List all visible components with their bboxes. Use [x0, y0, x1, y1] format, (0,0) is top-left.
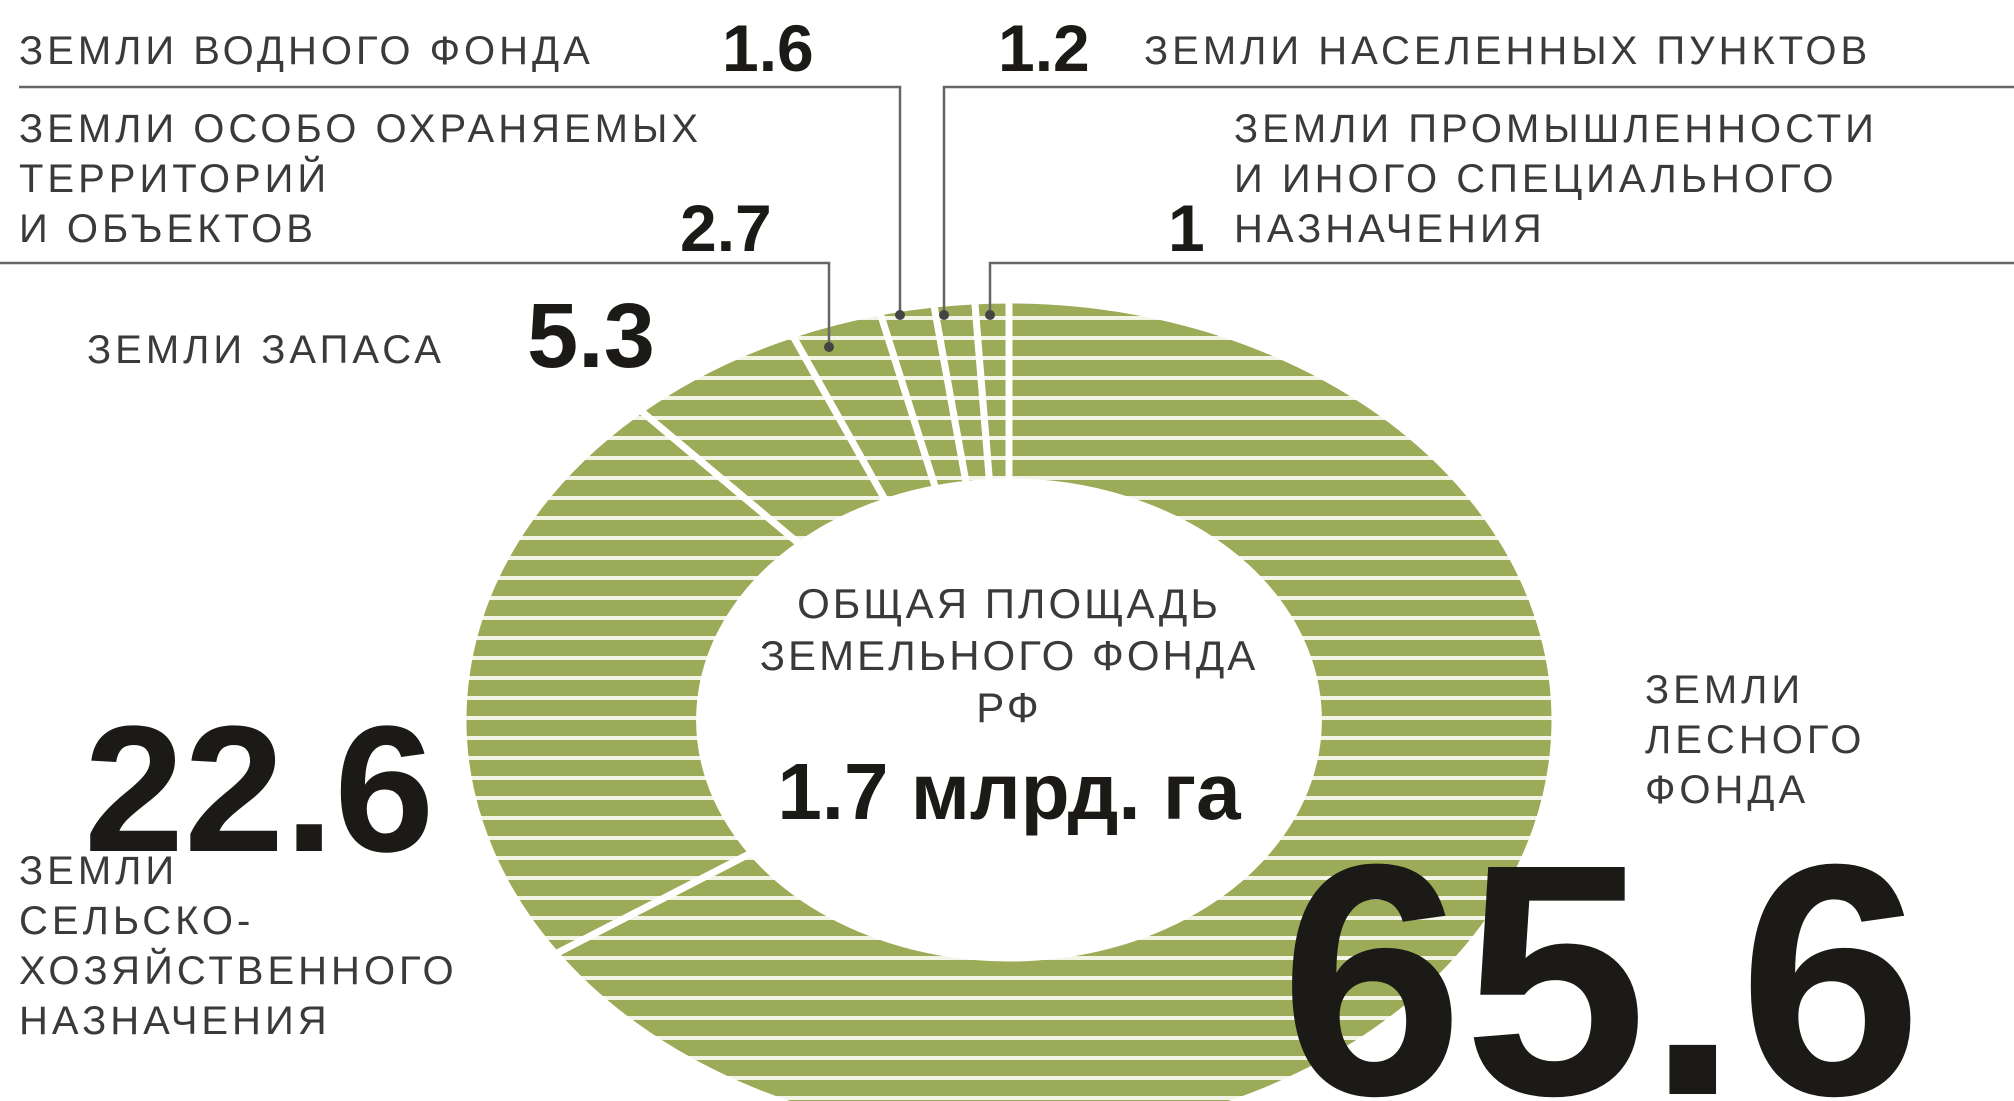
- value-label: 1: [1168, 191, 1205, 265]
- leader-dot: [939, 310, 949, 320]
- leader-line: [942, 85, 2014, 315]
- category-label: ЗЕМЛИ ЗАПАСА: [87, 328, 445, 372]
- value-label: 5.3: [527, 285, 655, 387]
- category-label: ЗЕМЛИ СЕЛЬСКО- ХОЗЯЙСТВЕННОГО НАЗНАЧЕНИЯ: [19, 849, 458, 1043]
- leader-dot: [895, 310, 905, 320]
- category-label: ЗЕМЛИ ВОДНОГО ФОНДА: [19, 29, 594, 73]
- category-label: ЗЕМЛИ ЛЕСНОГО ФОНДА: [1645, 668, 1866, 812]
- donut-segment: [555, 300, 1555, 1101]
- category-label: ЗЕМЛИ ПРОМЫШЛЕННОСТИ И ИНОГО СПЕЦИАЛЬНОГ…: [1234, 107, 1878, 251]
- leader-line: [988, 261, 2014, 315]
- value-label: 1.6: [722, 11, 814, 85]
- value-label: 65.6: [1280, 795, 1923, 1101]
- leader-line: [19, 85, 902, 315]
- leader-dot: [824, 342, 834, 352]
- leader-lines: [0, 85, 2014, 347]
- donut-segment: [975, 300, 1009, 482]
- leader-line: [0, 261, 831, 347]
- value-label: 1.2: [998, 11, 1090, 85]
- leader-dot: [985, 310, 995, 320]
- value-label: 22.6: [84, 689, 435, 890]
- donut-segment: [463, 410, 800, 954]
- leader-dots: [824, 310, 995, 352]
- category-label: ЗЕМЛИ НАСЕЛЕННЫХ ПУНКТОВ: [1144, 29, 1872, 73]
- center-title: ОБЩАЯ ПЛОЩАДЬ ЗЕМЕЛЬНОГО ФОНДА РФ: [759, 580, 1259, 731]
- value-label: 2.7: [680, 191, 772, 265]
- category-label: ЗЕМЛИ ОСОБО ОХРАНЯЕМЫХ ТЕРРИТОРИЙ И ОБЪЕ…: [19, 107, 703, 251]
- donut: [463, 300, 1555, 1101]
- center-subtitle: 1.7 млрд. га: [777, 747, 1241, 836]
